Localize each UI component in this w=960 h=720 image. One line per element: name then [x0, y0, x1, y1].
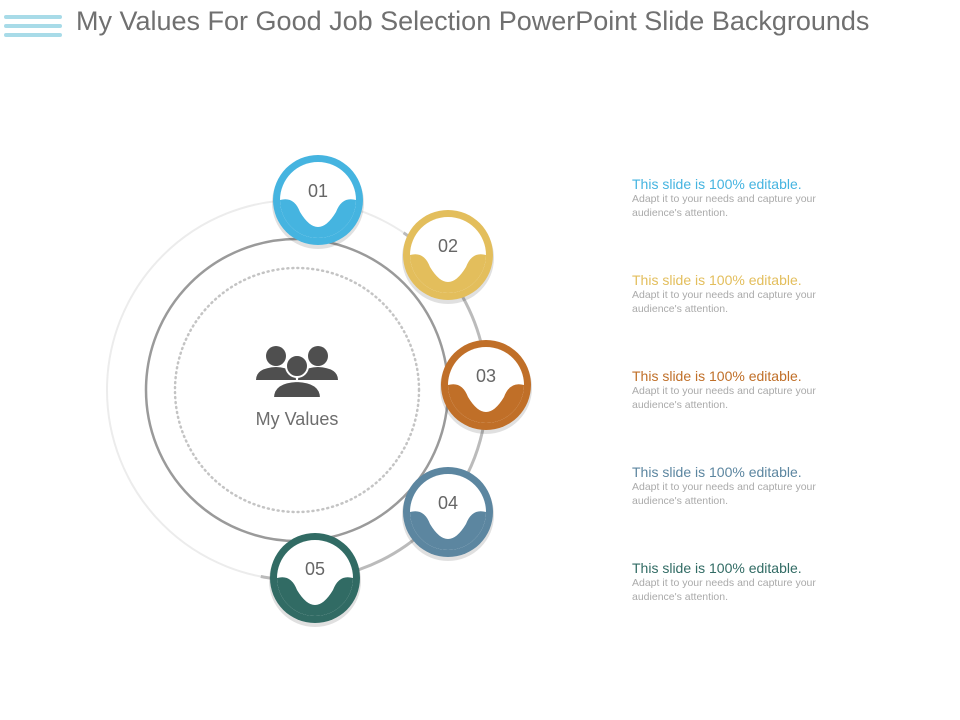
- step-number: 04: [438, 493, 458, 513]
- step-heading: This slide is 100% editable.: [632, 464, 802, 480]
- step-heading: This slide is 100% editable.: [632, 176, 802, 192]
- step-number: 03: [476, 366, 496, 386]
- step-badge-05: 05: [269, 533, 361, 627]
- step-description: Adapt it to your needs and capture your …: [632, 385, 816, 411]
- step-number: 05: [305, 559, 325, 579]
- page-title: My Values For Good Job Selection PowerPo…: [76, 6, 870, 36]
- step-badge-01: 01: [272, 155, 364, 249]
- step-description: Adapt it to your needs and capture your …: [632, 577, 816, 603]
- step-text-01: This slide is 100% editable. Adapt it to …: [632, 176, 862, 220]
- step-text-02: This slide is 100% editable. Adapt it to …: [632, 272, 862, 316]
- step-description: Adapt it to your needs and capture your …: [632, 193, 816, 219]
- center-label: My Values: [255, 409, 339, 429]
- people-group-icon: [256, 346, 338, 399]
- step-heading: This slide is 100% editable.: [632, 560, 802, 576]
- step-text-05: This slide is 100% editable. Adapt it to …: [632, 560, 862, 604]
- step-number: 01: [308, 181, 328, 201]
- step-badge-02: 02: [402, 210, 494, 304]
- step-text-04: This slide is 100% editable. Adapt it to …: [632, 464, 862, 508]
- step-description: Adapt it to your needs and capture your …: [632, 481, 816, 507]
- menu-icon[interactable]: [4, 15, 62, 42]
- step-badge-03: 03: [440, 340, 532, 434]
- step-badge-04: 04: [402, 467, 494, 561]
- step-text-03: This slide is 100% editable. Adapt it to …: [632, 368, 862, 412]
- step-description: Adapt it to your needs and capture your …: [632, 289, 816, 315]
- dotted-ring: [173, 266, 421, 514]
- step-heading: This slide is 100% editable.: [632, 272, 802, 288]
- step-heading: This slide is 100% editable.: [632, 368, 802, 384]
- step-number: 02: [438, 236, 458, 256]
